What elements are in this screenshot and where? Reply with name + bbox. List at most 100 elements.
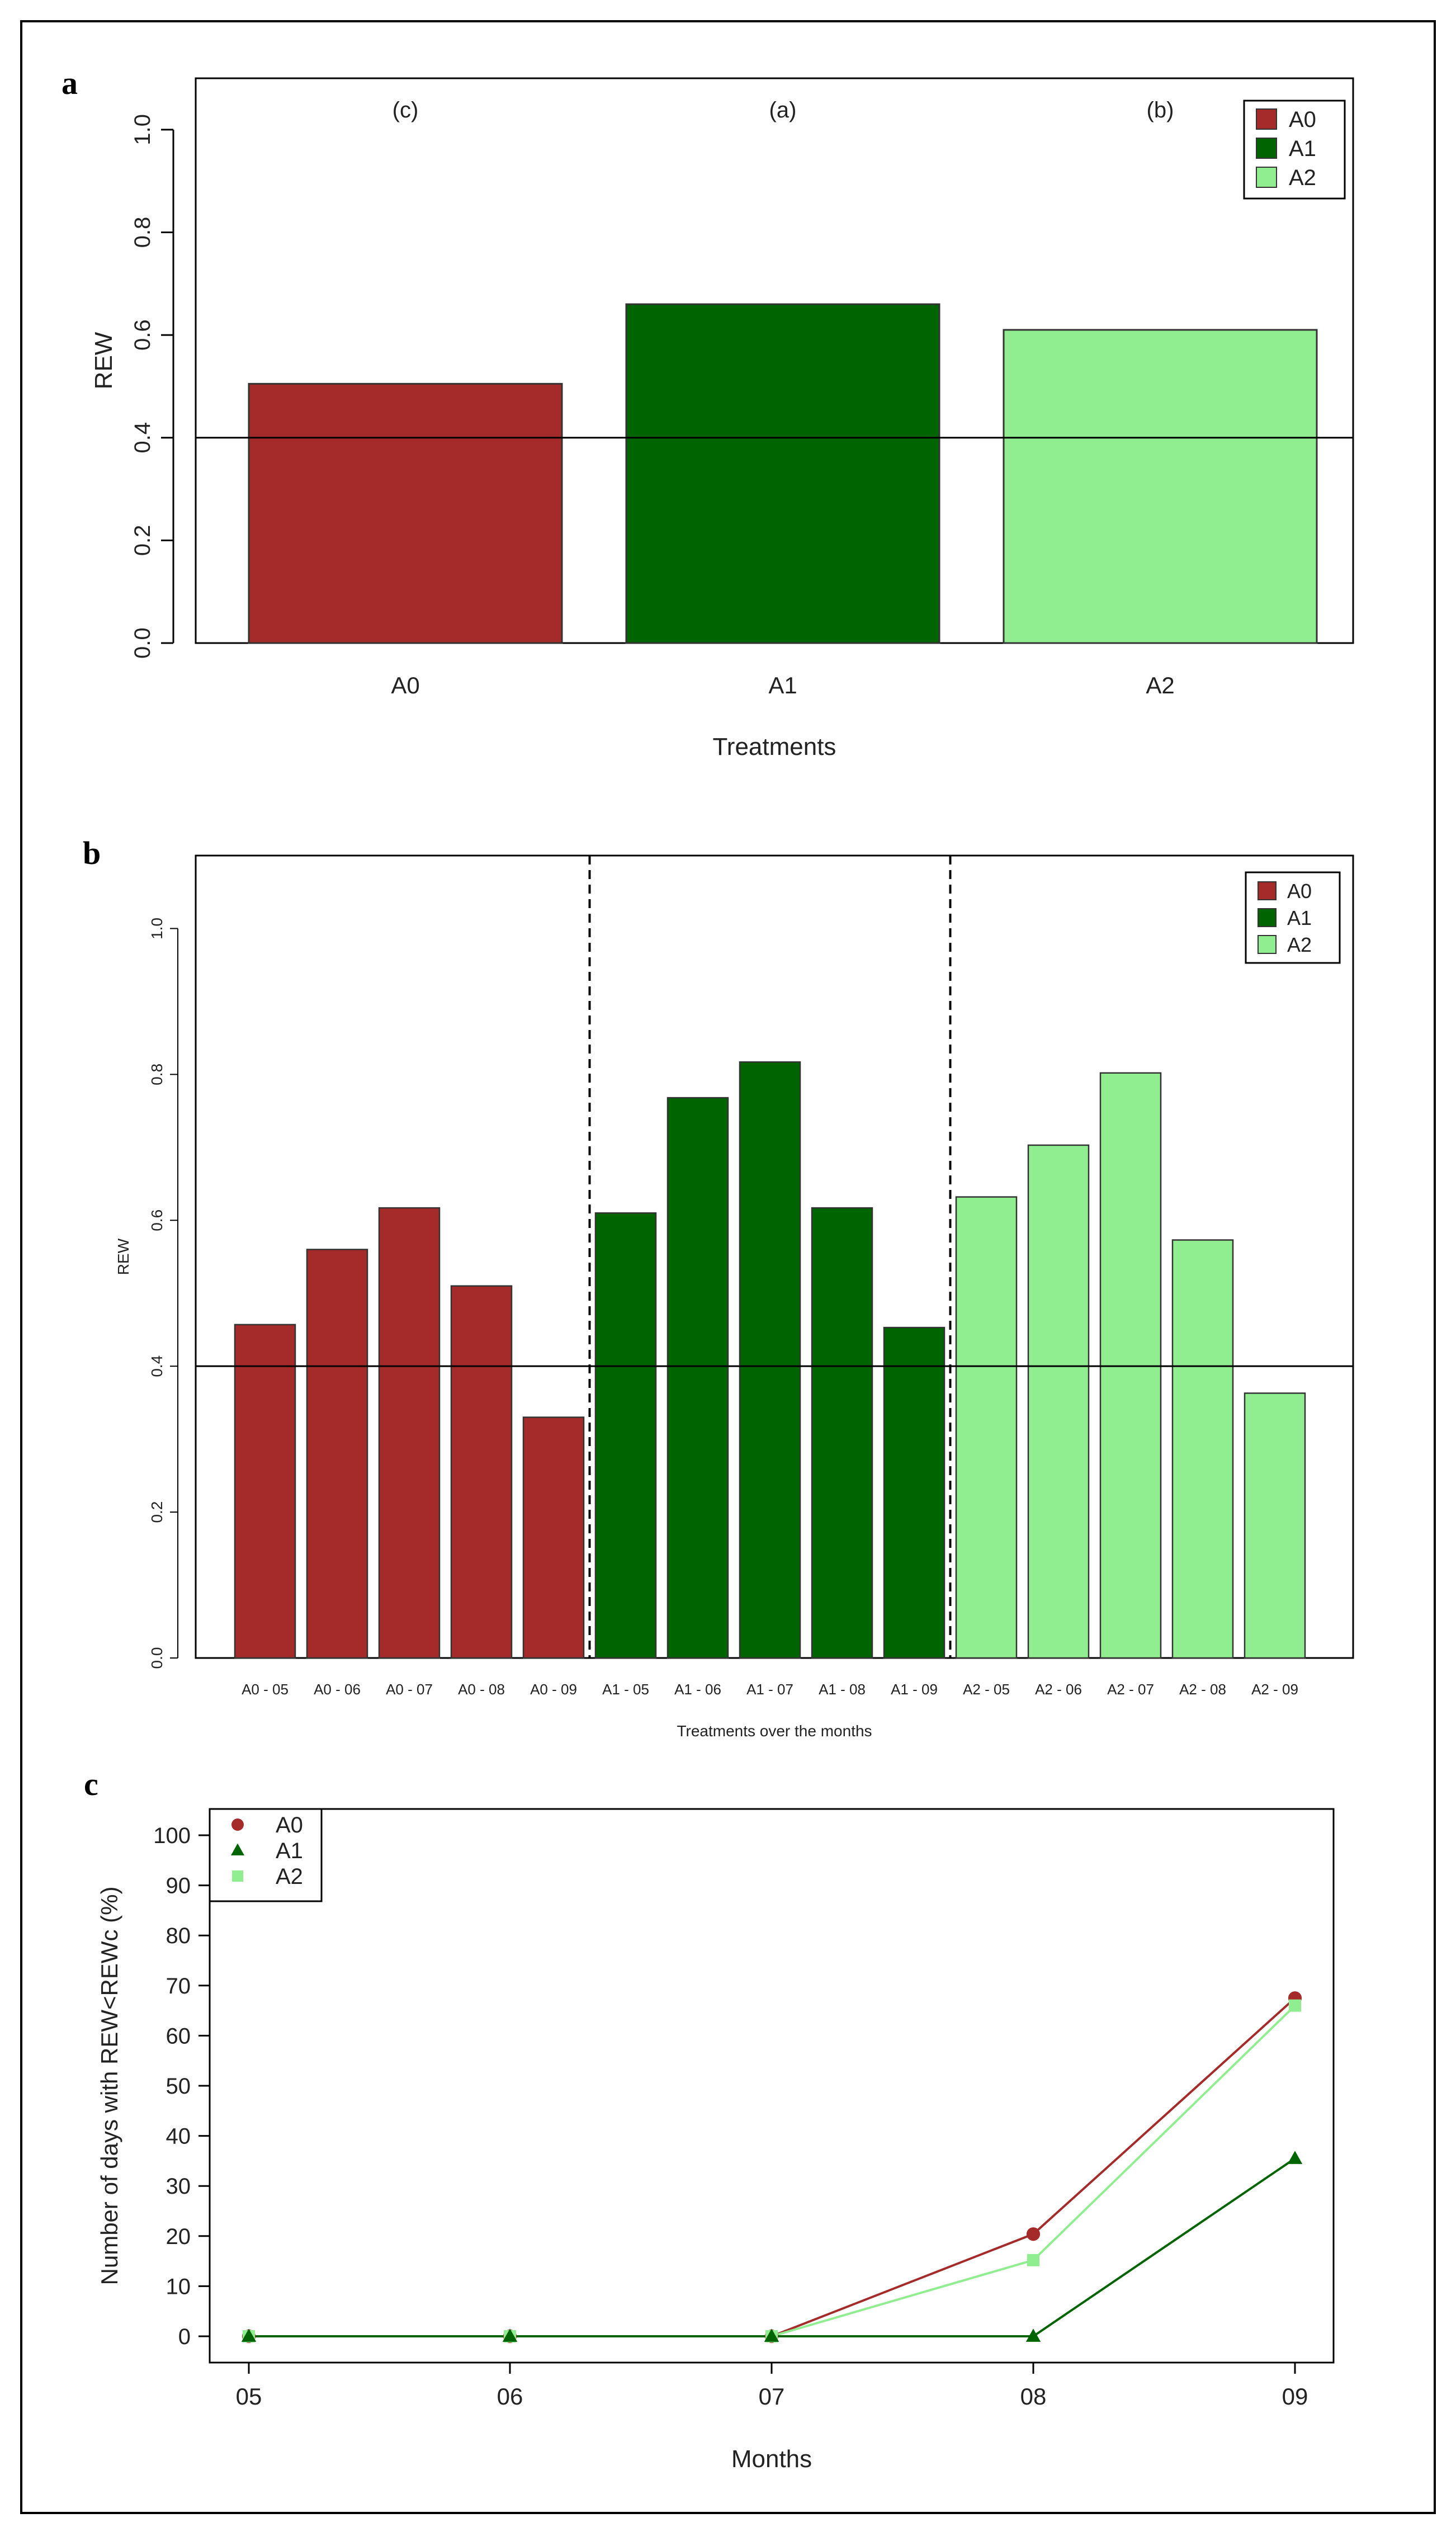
panel-b-bar-a1-08 <box>811 1207 873 1659</box>
panel-c-y-axis-label: Number of days with REW<REWc (%) <box>96 1887 122 2285</box>
panel-a-significance-letter: (a) <box>769 98 797 122</box>
panel-a-x-tick-label: A0 <box>391 672 419 698</box>
panel-a-y-tick-label: 1.0 <box>130 114 155 145</box>
panel-a-legend-label: A0 <box>1289 107 1316 132</box>
panel-a-letter: a <box>62 65 78 101</box>
panel-a-x-tick-label: A2 <box>1146 672 1174 698</box>
panel-c-point-a2 <box>1289 1999 1301 2012</box>
panel-b-y-tick-label: 0.0 <box>148 1647 166 1669</box>
panel-a-y-axis-label: REW <box>90 332 117 389</box>
panel-c-y-tick-label: 90 <box>166 1874 191 1898</box>
panel-b-legend-swatch-a1 <box>1258 908 1277 927</box>
panel-b-bar-a1-06 <box>666 1097 729 1659</box>
panel-b-x-tick-label: A1 - 09 <box>891 1681 938 1698</box>
panel-c-x-tick-label: 05 <box>236 2383 262 2410</box>
panel-b-legend-swatch-a0 <box>1258 881 1277 900</box>
panel-c-point-a2 <box>1027 2254 1039 2266</box>
panel-a-y-tick-label: 0.6 <box>130 319 155 351</box>
panel-b-x-axis-label: Treatments over the months <box>677 1722 872 1740</box>
panel-b-bar-a0-08 <box>450 1285 513 1659</box>
panel-c-x-tick-label: 07 <box>759 2383 785 2410</box>
panel-b-bar-a0-07 <box>378 1207 441 1659</box>
panel-c-legend-marker-a0 <box>231 1818 244 1831</box>
panel-b-x-tick-label: A2 - 05 <box>963 1681 1010 1698</box>
panel-b-bar-a0-06 <box>306 1249 368 1659</box>
panel-b-x-tick-label: A1 - 07 <box>746 1681 793 1698</box>
panel-c-legend-label: A1 <box>276 1839 303 1863</box>
panel-b-y-tick-label: 1.0 <box>148 918 166 939</box>
panel-a-significance-letter: (b) <box>1147 98 1174 122</box>
panel-b-x-tick-label: A2 - 07 <box>1107 1681 1154 1698</box>
panel-b-y-axis-label: REW <box>115 1238 132 1275</box>
panel-b-x-tick-label: A2 - 09 <box>1251 1681 1298 1698</box>
panel-c-x-axis-label: Months <box>731 2445 812 2473</box>
panel-b-x-tick-label: A2 - 08 <box>1179 1681 1226 1698</box>
panel-a-x-axis-label: Treatments <box>713 733 836 760</box>
panel-b-y-tick-label: 0.8 <box>148 1064 166 1085</box>
figure-outer-frame <box>20 20 1436 2514</box>
panel-b-x-tick-label: A0 - 07 <box>386 1681 433 1698</box>
panel-c-point-a1 <box>1287 2151 1303 2164</box>
panel-c-point-a1 <box>241 2328 257 2342</box>
panel-a-y-tick-label: 0.8 <box>130 217 155 248</box>
panel-b-x-tick-label: A0 - 09 <box>530 1681 577 1698</box>
panel-b-x-tick-label: A0 - 08 <box>458 1681 505 1698</box>
panel-b-y-tick-label: 0.6 <box>148 1210 166 1231</box>
panel-b-bar-a1-07 <box>739 1061 801 1659</box>
panel-a-legend-swatch-a1 <box>1256 138 1277 159</box>
panel-c-x-tick-label: 09 <box>1282 2383 1308 2410</box>
panel-c-y-tick-label: 50 <box>166 2074 191 2099</box>
panel-b-legend-label: A2 <box>1287 933 1312 956</box>
panel-b-x-tick-label: A1 - 06 <box>674 1681 721 1698</box>
panel-c-point-a1 <box>1025 2328 1041 2342</box>
panel-b-bar-a2-09 <box>1244 1392 1306 1659</box>
panel-a-y-tick-label: 0.0 <box>130 627 155 659</box>
panel-c-legend-label: A2 <box>276 1864 303 1889</box>
panel-c-letter: c <box>84 1766 98 1802</box>
panel-b-bar-a2-08 <box>1171 1239 1234 1659</box>
panel-c-y-tick-label: 100 <box>153 1824 191 1848</box>
panel-a-legend-swatch-a0 <box>1256 108 1277 130</box>
panel-c-point-a0 <box>1026 2227 1041 2241</box>
panel-a-bar-a0 <box>248 382 563 644</box>
panel-c-y-tick-label: 20 <box>166 2224 191 2249</box>
panel-b-x-tick-label: A0 - 05 <box>242 1681 289 1698</box>
panel-b-bar-a1-09 <box>883 1326 946 1659</box>
panel-c-y-tick-label: 70 <box>166 1974 191 1999</box>
panel-b-bar-a1-05 <box>594 1212 657 1659</box>
panel-c-legend-marker-a2 <box>232 1870 243 1882</box>
panel-b-bar-a0-05 <box>234 1324 296 1659</box>
panel-c-point-a1 <box>764 2328 779 2342</box>
panel-c-legend-label: A0 <box>276 1813 303 1837</box>
panel-a-legend-label: A2 <box>1289 166 1316 190</box>
panel-b-letter: b <box>83 835 101 871</box>
panel-c-y-tick-label: 80 <box>166 1924 191 1948</box>
panel-c-legend-box <box>209 1808 323 1902</box>
panel-b-bar-a0-09 <box>522 1416 585 1659</box>
panel-a-chart: a 0.0 0.2 0.4 0.6 0.8 1.0 REW A0 (c) A1 (a) A2 (b) Tre… <box>62 65 1354 760</box>
panel-c-x-tick-label: 08 <box>1020 2383 1047 2410</box>
panel-a-legend-label: A1 <box>1289 136 1316 161</box>
panel-b-legend-label: A1 <box>1287 906 1312 929</box>
panel-c-y-tick-label: 0 <box>178 2325 191 2349</box>
panel-b-bar-a2-06 <box>1027 1144 1090 1659</box>
panel-c-y-tick-label: 10 <box>166 2274 191 2299</box>
panel-a-bar-a2 <box>1003 329 1318 644</box>
panel-c-y-tick-label: 60 <box>166 2024 191 2048</box>
panel-b-bar-a2-05 <box>955 1196 1018 1659</box>
panel-c-legend-marker-a1 <box>231 1843 244 1855</box>
panel-c-chart: c 0 10 20 30 40 50 60 70 80 90 100 Number of days wi… <box>84 1766 1335 2473</box>
panel-c-y-tick-label: 40 <box>166 2124 191 2149</box>
panel-a-significance-letter: (c) <box>393 98 419 122</box>
panel-b-y-tick-label: 0.4 <box>148 1355 166 1377</box>
panel-a-y-tick-label: 0.2 <box>130 525 155 556</box>
panel-a-legend-swatch-a2 <box>1256 167 1277 188</box>
panel-b-y-tick-label: 0.2 <box>148 1501 166 1523</box>
panel-b-x-tick-label: A2 - 06 <box>1035 1681 1082 1698</box>
panel-c-y-tick-label: 30 <box>166 2174 191 2199</box>
panel-b-chart: b 0.0 0.2 0.4 0.6 0.8 1.0 REW A0 - 05 A0 - 06 A0 -… <box>83 835 1354 1740</box>
panel-b-legend-label: A0 <box>1287 880 1312 903</box>
panel-b-legend-swatch-a2 <box>1258 935 1277 954</box>
panel-b-x-tick-label: A1 - 08 <box>819 1681 866 1698</box>
